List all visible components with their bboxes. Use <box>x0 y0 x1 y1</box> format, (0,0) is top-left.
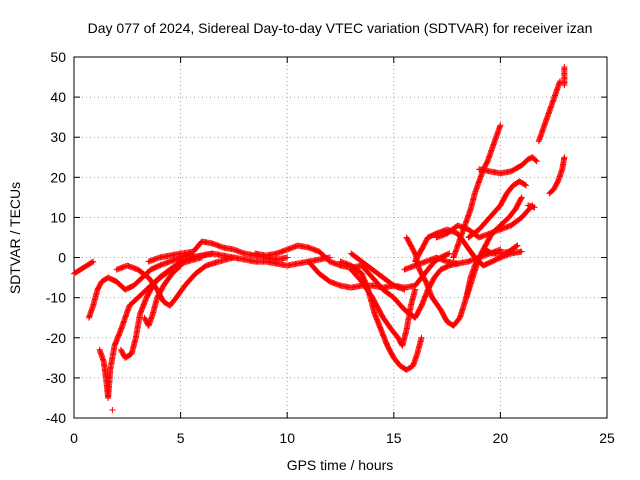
series-arc-20 <box>450 122 504 261</box>
x-tick-label: 0 <box>70 430 78 446</box>
series-arc-22 <box>465 178 529 241</box>
plot-frame <box>73 56 608 419</box>
data-point <box>533 158 540 165</box>
series-arc-1 <box>71 258 97 277</box>
data-point <box>513 243 520 250</box>
data-point <box>532 157 539 164</box>
grid-lines <box>74 57 607 418</box>
data-point <box>561 64 568 71</box>
data-point <box>497 122 504 129</box>
data-point <box>518 194 525 201</box>
x-axis-label: GPS time / hours <box>287 457 394 473</box>
data-point <box>109 406 116 413</box>
y-tick-label: 30 <box>50 129 66 145</box>
series-arc-7 <box>141 262 184 329</box>
x-tick-label: 15 <box>386 430 402 446</box>
x-tick-label: 5 <box>177 430 185 446</box>
y-axis-label: SDTVAR / TECUs <box>7 182 23 294</box>
y-tick-label: 50 <box>50 49 66 65</box>
data-point <box>518 195 525 202</box>
series-arc-4 <box>109 406 116 413</box>
x-axis-ticks: 0 5 10 15 20 25 <box>70 57 615 446</box>
y-tick-label: -20 <box>46 330 66 346</box>
y-axis-ticks: -40 -30 -20 -10 0 10 20 30 40 50 <box>46 49 607 426</box>
data-point <box>514 242 521 249</box>
y-tick-label: 20 <box>50 169 66 185</box>
series-arc-26 <box>546 154 568 197</box>
series-arc-27 <box>561 64 568 89</box>
data-point <box>446 250 453 257</box>
data-point <box>90 258 97 265</box>
series-arc-25 <box>535 78 564 145</box>
data-points <box>71 64 568 413</box>
y-tick-label: -10 <box>46 290 66 306</box>
data-point <box>518 248 525 255</box>
data-point <box>521 181 528 188</box>
y-tick-label: 0 <box>58 250 66 266</box>
data-point <box>445 251 452 258</box>
data-point <box>522 182 529 189</box>
y-tick-label: 40 <box>50 89 66 105</box>
x-tick-label: 10 <box>279 430 295 446</box>
chart-title: Day 077 of 2024, Sidereal Day-to-day VTE… <box>88 20 593 36</box>
data-point <box>284 254 291 261</box>
series-arc-24 <box>525 202 538 211</box>
x-tick-label: 25 <box>599 430 615 446</box>
data-point <box>561 154 568 161</box>
y-tick-label: -30 <box>46 370 66 386</box>
y-tick-label: -40 <box>46 410 66 426</box>
series-arc-21 <box>463 194 525 301</box>
series-arc-8 <box>145 238 291 265</box>
series-arc-23 <box>476 154 540 177</box>
series-arc-3 <box>96 254 205 401</box>
data-point <box>177 262 184 269</box>
data-point <box>176 263 183 270</box>
x-tick-label: 20 <box>493 430 509 446</box>
data-point <box>89 259 96 266</box>
data-point <box>418 334 425 341</box>
data-point <box>531 204 538 211</box>
y-tick-label: 10 <box>50 209 66 225</box>
